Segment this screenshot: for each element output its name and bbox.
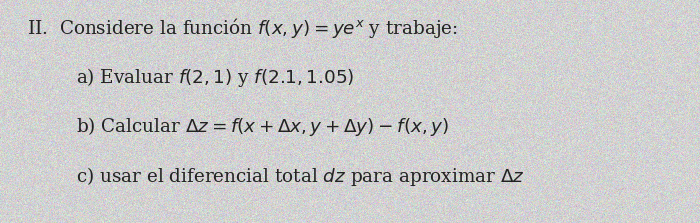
Text: II.  Considere la función $f(x,y) = ye^{x}$ y trabaje:: II. Considere la función $f(x,y) = ye^{x… — [27, 16, 458, 40]
Text: b) Calcular $\Delta z = f(x + \Delta x, y + \Delta y) - f(x,y)$: b) Calcular $\Delta z = f(x + \Delta x, … — [76, 115, 449, 138]
Text: a) Evaluar $f(2,1)$ y $f(2.1, 1.05)$: a) Evaluar $f(2,1)$ y $f(2.1, 1.05)$ — [76, 66, 354, 89]
Text: c) usar el diferencial total $dz$ para aproximar $\Delta z$: c) usar el diferencial total $dz$ para a… — [76, 165, 524, 188]
